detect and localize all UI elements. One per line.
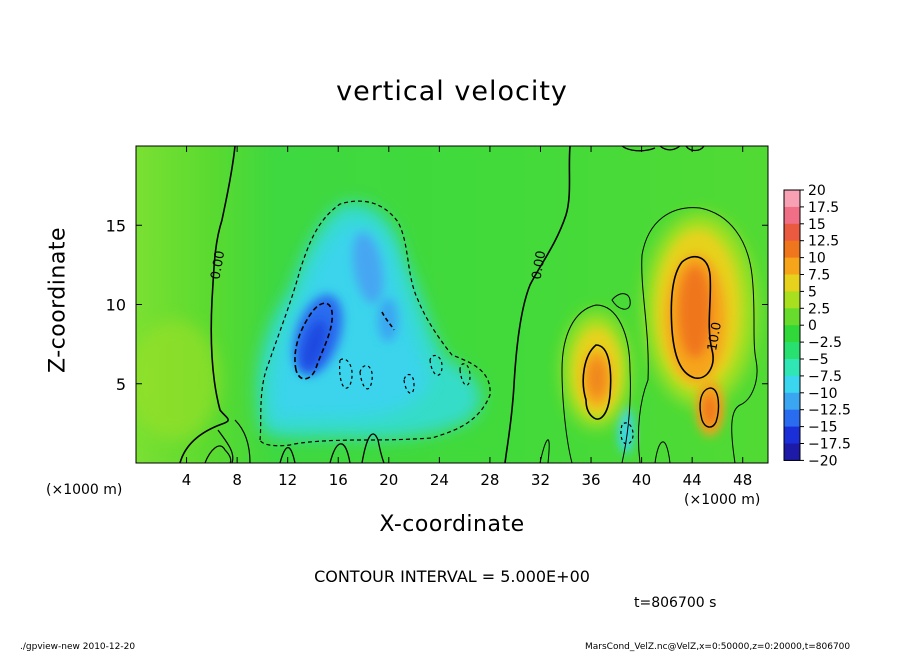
- downdraft-core-left-inner: [301, 320, 327, 370]
- contour-neg-core-right: [381, 311, 395, 331]
- y-axis-label: Z-coordinate: [45, 227, 71, 373]
- colorbar-swatch: [784, 392, 800, 411]
- colorbar-swatch: [784, 443, 800, 461]
- colorbar: 2017.51512.5107.552.50−2.5−5−7.5−10−12.5…: [783, 183, 851, 469]
- contour-interval-text: CONTOUR INTERVAL = 5.000E+00: [314, 567, 590, 586]
- footer-program-date: ./gpview-new 2010-12-20: [20, 642, 136, 652]
- colorbar-swatch: [784, 190, 800, 208]
- colorbar-swatch: [784, 325, 800, 343]
- contour-neg-small: [339, 354, 634, 445]
- x-axis-label: X-coordinate: [379, 512, 525, 537]
- x-axis: 4 8 12 16 20 24 28 32 36 40 44 48: [182, 146, 752, 489]
- colorbar-label: −2.5: [808, 335, 842, 351]
- x-tick-label: 20: [379, 471, 398, 489]
- downdraft-region: [257, 202, 482, 439]
- contours: [179, 146, 758, 463]
- x-tick-label: 8: [232, 471, 242, 489]
- colorbar-swatch: [784, 409, 800, 428]
- colorbar-label: 15: [808, 217, 826, 233]
- colorbar-label: −10: [808, 386, 838, 402]
- heatmap-field: [136, 146, 768, 463]
- contour-neg-outer: [259, 200, 491, 447]
- x-tick-label: 4: [182, 471, 192, 489]
- colorbar-swatch: [784, 274, 800, 292]
- colorbar-label: 12.5: [808, 234, 839, 250]
- contour-label: 10.0: [705, 321, 725, 352]
- colorbar-label: −7.5: [808, 369, 842, 385]
- x-tick-label: 24: [430, 471, 449, 489]
- colorbar-label: 5: [808, 284, 817, 300]
- colorbar-swatch: [784, 257, 800, 275]
- contour-zero-top: [621, 146, 705, 152]
- colorbar-label: 10: [808, 251, 826, 267]
- x-tick-label: 16: [329, 471, 348, 489]
- colorbar-label: −5: [808, 352, 829, 368]
- footer-source: MarsCond_VelZ.nc@VelZ,x=0:50000,z=0:2000…: [585, 642, 851, 652]
- field-warm-left: [136, 320, 220, 440]
- colorbar-label: 0: [808, 318, 817, 334]
- colorbar-swatch: [784, 223, 800, 242]
- y-tick-label: 15: [106, 216, 126, 235]
- x-tick-label: 48: [733, 471, 752, 489]
- chart-title: vertical velocity: [336, 76, 568, 107]
- colorbar-label: −15: [808, 420, 838, 436]
- colorbar-swatch: [784, 426, 800, 444]
- x-tick-label: 44: [683, 471, 702, 489]
- contour-label: 0.00: [530, 250, 550, 281]
- y-tick-label: 10: [106, 296, 126, 315]
- contour-zero-left: [179, 146, 236, 463]
- contour-labels: 0.00 0.00 10.0: [208, 250, 725, 352]
- x-tick-label: 40: [632, 471, 651, 489]
- colorbar-label: −17.5: [808, 437, 851, 453]
- x-tick-label: 12: [278, 471, 297, 489]
- colorbar-swatch: [784, 308, 800, 326]
- updraft-region-1: [562, 312, 630, 428]
- downdraft-small: [618, 406, 634, 454]
- x-tick-label: 28: [480, 471, 499, 489]
- contour-updraft-2-outer: [637, 207, 758, 463]
- colorbar-label: 20: [808, 183, 826, 199]
- downdraft-core-right: [352, 232, 384, 304]
- contour-neg-core-left: [294, 302, 333, 380]
- contour-zero-right: [504, 146, 571, 463]
- colorbar-swatch: [784, 359, 800, 377]
- contour-updraft-2-lower: [699, 387, 720, 428]
- x-unit-label-right: (×1000 m): [684, 492, 761, 508]
- contour-updraft-1-outer: [561, 304, 631, 463]
- colorbar-label: 17.5: [808, 200, 839, 216]
- colorbar-label: 2.5: [808, 301, 830, 317]
- time-label: t=806700 s: [634, 595, 717, 611]
- colorbar-swatch: [784, 206, 800, 225]
- contour-zero-bottom-left: [204, 419, 251, 463]
- contour-plume-wiggle: [539, 293, 671, 463]
- colorbar-swatch: [784, 240, 800, 259]
- y-tick-label: 5: [116, 375, 126, 394]
- colorbar-label: −12.5: [808, 403, 851, 419]
- y-axis: 5 10 15: [106, 216, 768, 394]
- colorbar-swatch: [784, 342, 800, 360]
- colorbar-label: 7.5: [808, 268, 830, 284]
- colorbar-swatch: [784, 375, 800, 394]
- contour-updraft-2-inner: [670, 255, 714, 379]
- colorbar-swatch: [784, 291, 800, 309]
- contour-updraft-1-inner: [582, 344, 612, 420]
- x-tick-label: 32: [531, 471, 550, 489]
- x-unit-label-left: (×1000 m): [46, 482, 123, 498]
- colorbar-label: −20: [808, 453, 838, 469]
- x-tick-label: 36: [581, 471, 600, 489]
- contour-label: 0.00: [208, 250, 228, 281]
